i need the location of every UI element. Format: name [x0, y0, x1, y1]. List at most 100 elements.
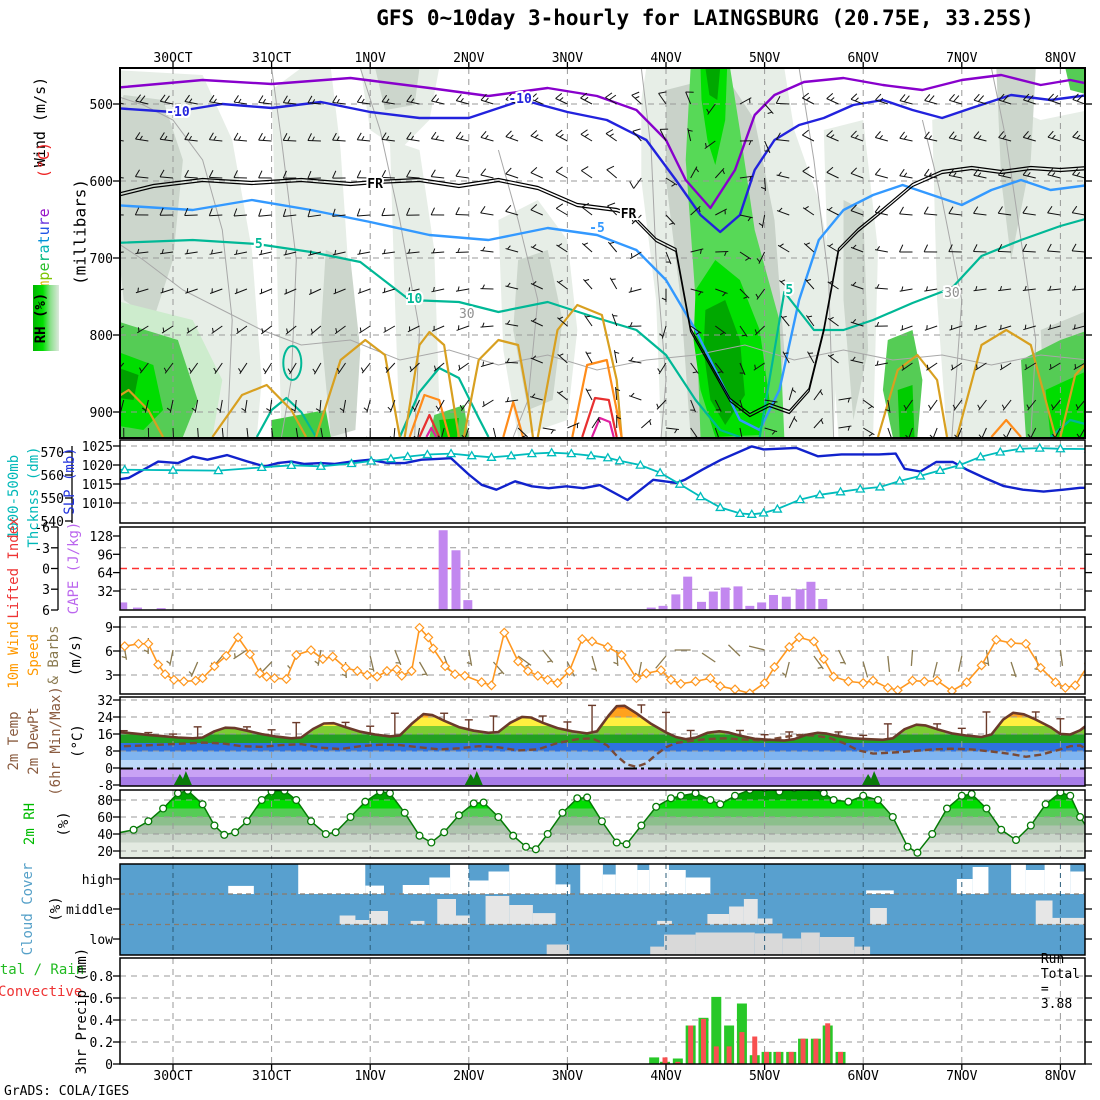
wind-speed-marker: [818, 653, 829, 665]
temp-band: [120, 743, 1085, 752]
temp-contour: [120, 238, 741, 438]
rh-marker: [1041, 800, 1050, 809]
svg-text:-5: -5: [589, 221, 605, 236]
wind-speed-marker: [616, 649, 627, 661]
wind-speed-marker: [586, 636, 598, 647]
cape-bar: [120, 602, 128, 610]
thickness-marker: [855, 483, 866, 493]
cape-bar: [696, 601, 706, 610]
cloud-bar-high: [1044, 864, 1071, 894]
precip-convective-bar: [788, 1051, 794, 1064]
rh2m-panel: [120, 790, 1085, 858]
cloud-bar-high: [298, 864, 366, 894]
svg-text:0.8: 0.8: [90, 970, 113, 985]
cloud-bar-middle: [437, 899, 456, 925]
wind-speed-marker: [892, 685, 903, 694]
wind-speed-line: [124, 626, 1085, 694]
cloud-bar-high: [1070, 871, 1085, 894]
cloud-bar-high: [602, 874, 616, 894]
mountain-glyph: [464, 771, 483, 785]
temperature-unit-label: (°C): [35, 141, 53, 179]
thickness-marker: [695, 491, 706, 501]
cape-bar: [451, 550, 461, 610]
rh-marker: [173, 790, 182, 798]
rh-marker: [267, 790, 276, 796]
svg-text:4NOV: 4NOV: [650, 51, 681, 66]
wind10m-panel: [120, 617, 1085, 694]
cloud-bar-middle: [485, 896, 510, 925]
temp-band: [120, 734, 1085, 743]
rh-marker: [597, 817, 606, 826]
cloud-bar-high: [429, 877, 451, 894]
precip-convective-bar: [775, 1051, 781, 1064]
wind-speed-marker: [160, 669, 171, 680]
temp-contour: [1049, 418, 1085, 438]
wind-speed-marker: [522, 665, 534, 677]
cape-bar: [768, 594, 778, 610]
thickness-marker: [167, 464, 179, 474]
panel-border: [119, 616, 1086, 695]
wind-speed-marker: [317, 653, 328, 665]
precip-convective-bar: [813, 1038, 819, 1064]
rh-marker: [494, 812, 503, 822]
rh-marker: [509, 831, 518, 840]
rh-marker: [321, 829, 330, 839]
precip-axis-label: 3hr Precip (mm): [74, 947, 90, 1075]
cape-bar: [658, 605, 668, 610]
precip-convective-bar: [739, 1032, 745, 1064]
rh-contour-line: [359, 68, 421, 438]
svg-text:1NOV: 1NOV: [355, 51, 386, 66]
thickness-marker: [995, 446, 1006, 456]
svg-text:128: 128: [90, 530, 113, 545]
panel-border: [119, 696, 1086, 787]
svg-text:550: 550: [41, 492, 64, 507]
svg-text:96: 96: [97, 548, 113, 563]
wind-speed-marker: [305, 645, 317, 656]
rh-marker: [583, 793, 592, 802]
rh-band: [120, 834, 1085, 843]
rh-band: [120, 825, 1085, 834]
rh-marker: [385, 790, 394, 798]
svg-text:570: 570: [41, 446, 64, 461]
svg-text:32: 32: [97, 694, 113, 709]
wind-speed-marker: [602, 641, 613, 653]
wind-speed-marker: [513, 656, 524, 667]
svg-text:6: 6: [105, 645, 113, 660]
wind-speed-marker: [261, 671, 272, 682]
li-marker: [330, 448, 339, 457]
cape-bar: [720, 587, 730, 610]
svg-text:3: 3: [42, 583, 50, 598]
svg-text:600: 600: [90, 175, 113, 190]
precip-convective-bar: [713, 1046, 719, 1064]
rh-marker: [400, 808, 409, 817]
wind-speed-marker: [542, 674, 553, 685]
rh-marker: [427, 838, 436, 847]
wind-speed-marker: [794, 632, 805, 643]
rh-shading-blob: [897, 385, 915, 437]
thickness-marker: [213, 465, 224, 475]
thickness-line: [120, 447, 1085, 516]
temp-band: [120, 777, 1085, 786]
svg-text:10: 10: [407, 292, 423, 307]
rh-contour-line: [497, 149, 539, 438]
wind-speed-marker: [641, 668, 652, 679]
svg-text:0: 0: [105, 1058, 113, 1073]
millibars-axis-label: (millibars): [70, 179, 90, 285]
rh-marker: [730, 791, 740, 800]
rh-contour-line: [798, 68, 835, 438]
svg-text:40: 40: [97, 828, 113, 843]
svg-text:30: 30: [944, 286, 960, 301]
svg-text:8NOV: 8NOV: [1045, 51, 1076, 66]
svg-text:60: 60: [97, 811, 113, 826]
wind-speed-marker: [449, 669, 461, 680]
rh2m-label: 2m RH: [22, 802, 38, 846]
cloud-bar-middle: [729, 906, 744, 925]
wind-speed-marker: [532, 670, 543, 681]
rh-marker: [573, 794, 582, 803]
cloud-bar-middle: [410, 920, 425, 925]
thickness-marker: [746, 509, 757, 518]
wind-speed-marker: [340, 662, 351, 673]
wind-speed-marker: [1060, 682, 1071, 693]
svg-text:800: 800: [90, 329, 113, 344]
